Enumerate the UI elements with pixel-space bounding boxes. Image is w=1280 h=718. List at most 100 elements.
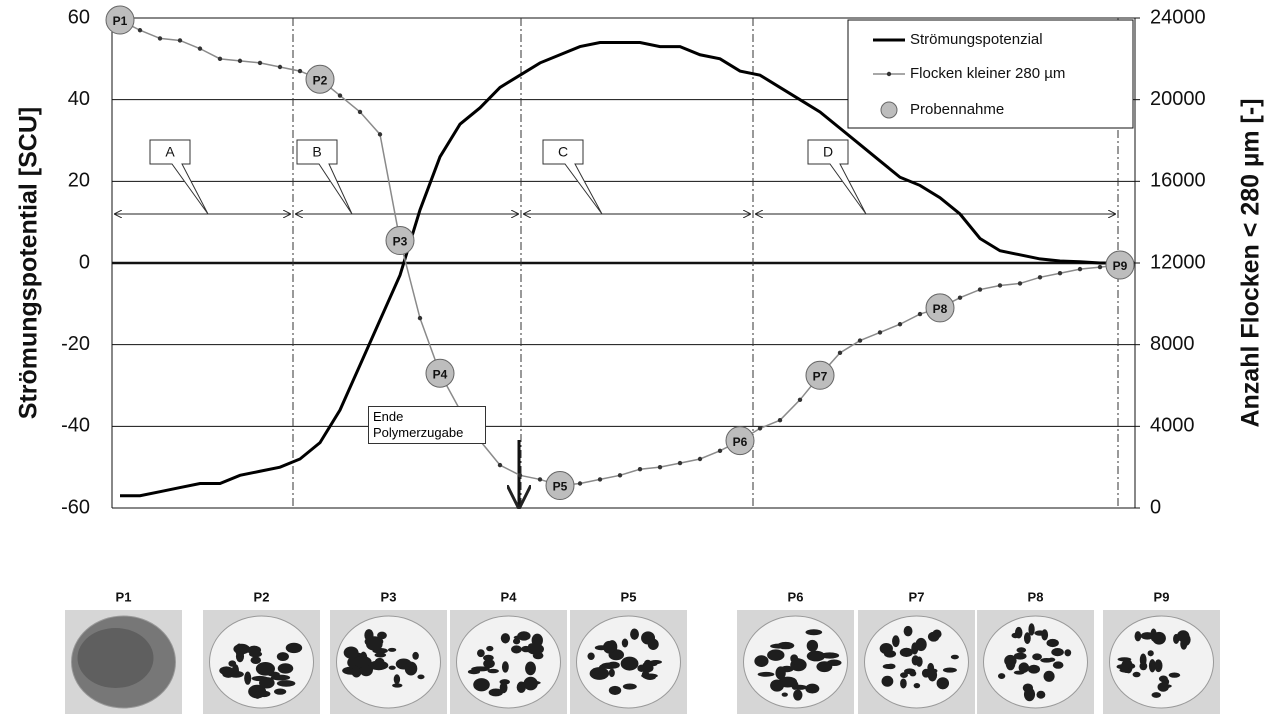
floc [1036,691,1045,699]
floc [883,664,894,669]
floc [389,666,396,670]
series-dot [1018,281,1022,285]
floc [911,642,918,654]
floc [1152,632,1166,645]
floc [914,683,921,688]
floc [1032,653,1042,660]
floc [807,651,825,662]
floc [533,652,544,659]
floc [912,655,920,665]
floc [1017,647,1027,653]
floc [1139,662,1147,670]
legend-swatch [887,72,891,76]
y2-tick-label: 4000 [1150,415,1195,437]
series-dot [538,477,542,481]
floc [792,658,802,665]
photo-label: P1 [116,589,132,604]
series-dot [218,57,222,61]
photo-label: P2 [254,589,270,604]
floc [648,639,659,650]
floc [900,648,913,657]
y2-tick-label: 8000 [1150,333,1195,355]
floc [1158,684,1172,688]
floc [623,683,637,689]
floc [392,683,402,687]
floc [1152,692,1162,698]
floc [254,691,260,699]
floc [412,652,418,660]
sample-label: P5 [553,480,568,494]
floc [782,693,788,697]
series-dot [898,322,902,326]
series-dot [158,36,162,40]
series-dot [598,477,602,481]
floc [1028,623,1034,635]
floc [524,677,538,691]
series-dot [678,461,682,465]
callout [297,140,352,214]
floc [1044,671,1055,682]
phase-label: A [165,144,175,160]
series-dot [278,65,282,69]
series-dot [338,93,342,97]
floc [251,656,262,664]
floc [274,688,286,694]
photo-label: P6 [788,589,804,604]
floc [286,643,302,653]
floc [621,657,639,671]
series-dot [1038,275,1042,279]
y-tick-label: -60 [61,496,90,518]
floc [1133,672,1141,677]
series-dot [578,481,582,485]
floc [827,653,836,659]
floc [277,680,296,687]
series-dot [418,316,422,320]
legend-label: Flocken kleiner 280 µm [910,65,1065,82]
floc [525,661,536,675]
floc [791,681,798,690]
photo-label: P7 [909,589,925,604]
y2-tick-label: 16000 [1150,170,1206,192]
photo-label: P5 [621,589,637,604]
photo-label: P9 [1154,589,1170,604]
floc [884,650,896,658]
series-dot [878,330,882,334]
floc [805,629,822,635]
y-tick-label: 60 [68,6,90,28]
sample-label: P4 [433,367,448,381]
series-dot [958,296,962,300]
phase-label: C [558,144,568,160]
floc [1046,639,1058,647]
y-tick-label: 20 [68,170,90,192]
dish [984,616,1088,708]
series-dot [978,287,982,291]
series-dot [298,69,302,73]
series-dot [838,351,842,355]
phase-label: B [312,144,321,160]
series-dot [638,467,642,471]
floc [488,669,499,673]
floc [1053,661,1064,668]
y-axis-title: Strömungspotential [SCU] [15,107,43,420]
y2-tick-label: 20000 [1150,88,1206,110]
series-dot [358,110,362,114]
floc [598,665,604,677]
series-dot [918,312,922,316]
series-dot [1078,267,1082,271]
floc [277,652,289,661]
floc [501,633,510,643]
floc [405,662,418,676]
floc [805,684,819,694]
sample-label: P9 [1113,259,1128,273]
floc [477,649,485,657]
series-dot [618,473,622,477]
floc [372,648,387,654]
phase-label: D [823,144,833,160]
photo-label: P8 [1028,589,1044,604]
floc [219,666,233,675]
series-dot [778,418,782,422]
floc [1135,631,1142,641]
floc [511,645,522,653]
y-tick-label: -20 [61,333,90,355]
series-dot [238,59,242,63]
